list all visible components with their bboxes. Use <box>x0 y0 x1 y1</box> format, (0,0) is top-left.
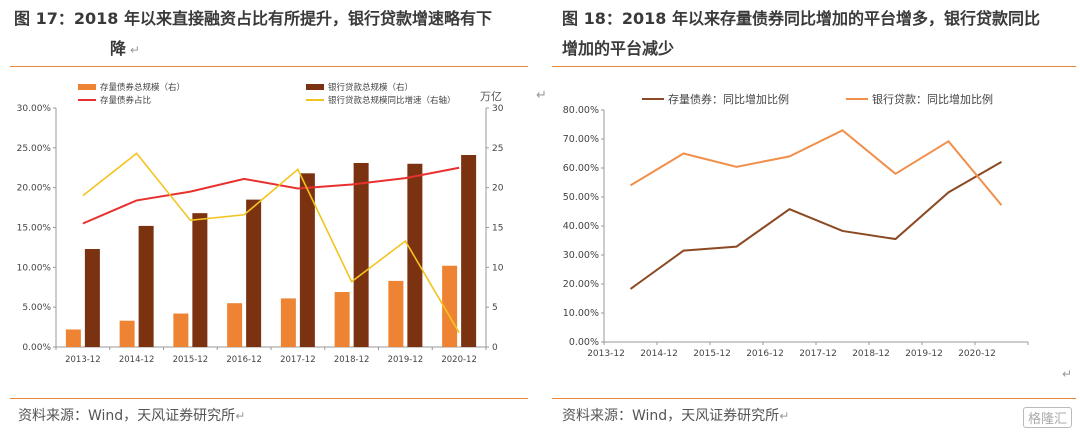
loan-increase-line <box>629 129 1003 206</box>
y-left-tick-label: 5.00% <box>22 303 51 313</box>
y-left-tick-label: 30.00% <box>17 104 52 114</box>
figure-18-chart: 0.00% 10.00% 20.00% 30.00% 40.00% 50.00% 60.00… <box>563 92 1072 381</box>
bond-scale-bar <box>119 320 135 347</box>
y-left-tick-label: 15.00% <box>17 224 52 234</box>
legend-label: 存量债券总规模（右） <box>100 82 185 93</box>
loan-scale-bar <box>138 225 154 347</box>
y-tick-label: 20.00% <box>563 279 599 290</box>
legend-label: 存量债券占比 <box>100 95 151 106</box>
y-left-tick-label: 25.00% <box>17 144 52 154</box>
bond-scale-bar <box>280 298 296 347</box>
legend-label: 存量债券：同比增加比例 <box>668 92 789 106</box>
legend-label: 银行贷款：同比增加比例 <box>872 92 993 106</box>
x-tick-label: 2013-12 <box>65 355 101 365</box>
y-right-tick-label: 5 <box>492 303 498 313</box>
bond-scale-bar <box>173 313 189 347</box>
figure-17-chart: 0.00% 5.00% 10.00% 15.00% 20.00% 25.00% 30.00%… <box>17 82 504 365</box>
legend-label: 银行贷款总规模同比增速（右轴） <box>328 95 456 106</box>
x-tick-label: 2016-12 <box>746 349 784 359</box>
loan-scale-bar <box>246 199 262 347</box>
y-left-tick-label: 10.00% <box>17 263 52 273</box>
y-tick-label: 80.00% <box>563 105 599 116</box>
x-tick-label: 2014-12 <box>119 355 155 365</box>
bond-scale-bar <box>388 280 404 347</box>
bond-scale-bar <box>65 329 81 347</box>
y-left-tick-label: 20.00% <box>17 184 52 194</box>
x-tick-label: 2014-12 <box>640 349 678 359</box>
x-tick-label: 2019-12 <box>905 349 943 359</box>
y-tick-label: 60.00% <box>563 163 599 174</box>
y-right-tick-label: 25 <box>492 144 503 154</box>
figure-18-panel: 图 18：2018 年以来存量债券同比增加的平台增多，银行贷款同比 增加的平台减… <box>546 0 1080 434</box>
title-rule-left <box>10 66 528 67</box>
figure-17-title-line2: 降 <box>110 39 127 58</box>
legend-swatch <box>78 84 96 90</box>
y-right-tick-label: 10 <box>492 263 504 273</box>
figure-18-title-line2: 增加的平台减少 <box>562 39 675 58</box>
y-right-unit-label: 万亿 <box>480 90 502 103</box>
figure-17-source: 资料来源：Wind，天风证券研究所 <box>18 408 236 424</box>
x-tick-label: 2020-12 <box>441 355 477 365</box>
x-tick-label: 2017-12 <box>799 349 837 359</box>
loan-growth-line <box>82 152 460 334</box>
y-tick-label: 10.00% <box>563 308 599 319</box>
source-rule-left <box>10 398 528 399</box>
y-tick-label: 30.00% <box>563 250 599 261</box>
title-rule-right <box>552 66 1076 67</box>
x-tick-label: 2017-12 <box>280 355 316 365</box>
figure-18-source: 资料来源：Wind，天风证券研究所 <box>562 408 780 424</box>
loan-scale-bar <box>353 162 369 347</box>
y-right-tick-label: 20 <box>492 184 504 194</box>
bond-share-line <box>82 166 460 225</box>
return-mark: ↵ <box>1062 367 1072 381</box>
x-tick-label: 2020-12 <box>958 349 996 359</box>
loan-scale-bar <box>192 213 208 347</box>
figure-17-panel: 图 17：2018 年以来直接融资占比有所提升，银行贷款增速略有下 降 ↵ 0.… <box>0 0 547 434</box>
bond-increase-line <box>629 161 1002 290</box>
loan-scale-bar <box>84 249 100 347</box>
source-rule-right <box>552 398 1076 399</box>
bond-scale-bar <box>227 303 243 347</box>
figure-18-title-line1: 图 18：2018 年以来存量债券同比增加的平台增多，银行贷款同比 <box>562 9 1040 28</box>
loan-scale-bar <box>461 155 477 347</box>
figure-17-title-line1: 图 17：2018 年以来直接融资占比有所提升，银行贷款增速略有下 <box>14 9 492 28</box>
bond-scale-bar <box>334 292 350 347</box>
loan-scale-bar <box>299 173 315 347</box>
figure-18-title: 图 18：2018 年以来存量债券同比增加的平台增多，银行贷款同比 增加的平台减… <box>562 4 1077 64</box>
watermark-logo: 格隆汇 <box>1022 407 1072 428</box>
legend-label: 银行贷款总规模（右） <box>328 82 413 93</box>
y-tick-label: 0.00% <box>569 337 599 348</box>
loan-scale-bar <box>407 163 423 347</box>
bond-scale-bar <box>442 265 458 347</box>
y-tick-label: 70.00% <box>563 134 599 145</box>
y-tick-label: 40.00% <box>563 221 599 232</box>
figure-17-title: 图 17：2018 年以来直接融资占比有所提升，银行贷款增速略有下 降 ↵ <box>14 4 529 65</box>
legend-swatch <box>306 84 324 90</box>
y-right-tick-label: 15 <box>492 224 503 234</box>
x-tick-label: 2016-12 <box>226 355 262 365</box>
x-tick-label: 2019-12 <box>388 355 424 365</box>
y-right-tick-label: 30 <box>492 104 504 114</box>
y-right-tick-label: 0 <box>492 343 498 353</box>
x-tick-label: 2018-12 <box>852 349 890 359</box>
x-tick-label: 2015-12 <box>693 349 731 359</box>
x-tick-label: 2015-12 <box>173 355 209 365</box>
x-tick-label: 2013-12 <box>587 349 625 359</box>
return-mark: ↵ <box>536 88 547 103</box>
x-tick-label: 2018-12 <box>334 355 370 365</box>
y-left-tick-label: 0.00% <box>22 343 51 353</box>
y-tick-label: 50.00% <box>563 192 599 203</box>
